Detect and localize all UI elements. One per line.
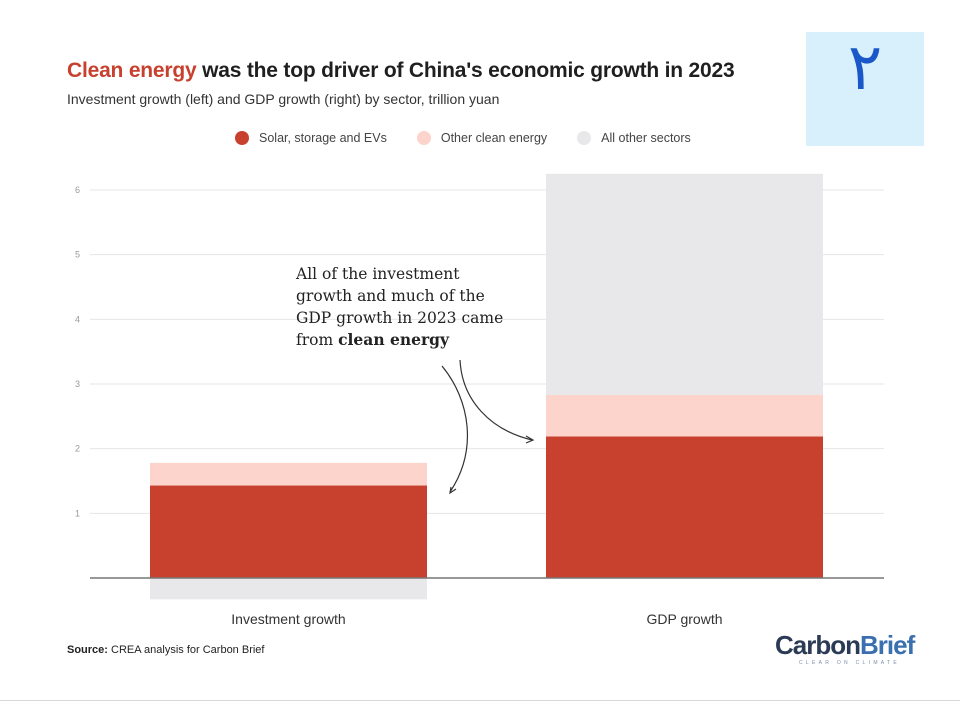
annotation-line-3: GDP growth in 2023 came bbox=[296, 309, 503, 327]
legend-label-other-clean: Other clean energy bbox=[440, 131, 548, 145]
y-tick-label-4: 4 bbox=[75, 314, 80, 324]
annotation-arrow-left bbox=[441, 365, 468, 493]
annotation-line-2: growth and much of the bbox=[296, 287, 485, 305]
x-category-label-1: GDP growth bbox=[647, 611, 723, 627]
title-rest: was the top driver of China's economic g… bbox=[196, 59, 735, 82]
logo-brief: Brief bbox=[860, 630, 915, 660]
chart-subtitle: Investment growth (left) and GDP growth … bbox=[67, 91, 500, 107]
x-category-label-0: Investment growth bbox=[231, 611, 345, 627]
legend-label-solar: Solar, storage and EVs bbox=[259, 131, 387, 145]
legend-item-other-clean: Other clean energy bbox=[416, 131, 548, 145]
annotation: All of the investment growth and much of… bbox=[295, 265, 535, 495]
y-tick-label-5: 5 bbox=[75, 250, 80, 260]
source-text: CREA analysis for Carbon Brief bbox=[107, 644, 265, 656]
annotation-arrow-right bbox=[459, 359, 533, 441]
bar-investment-growth-series-2 bbox=[150, 578, 427, 600]
y-tick-label-2: 2 bbox=[75, 444, 80, 454]
annotation-line-1: All of the investment bbox=[295, 265, 460, 283]
legend-swatch-all-other bbox=[577, 131, 592, 145]
title-highlight: Clean energy bbox=[67, 59, 197, 82]
bar-investment-growth-series-1 bbox=[150, 462, 427, 486]
y-tick-label-1: 1 bbox=[75, 508, 80, 518]
bar-investment-growth-series-0 bbox=[150, 485, 427, 578]
logo-wordmark: CarbonBrief bbox=[775, 630, 915, 660]
logo-tagline: CLEAR ON CLIMATE bbox=[799, 660, 901, 666]
numeral-badge: ٢ bbox=[806, 32, 924, 146]
chart-title: Clean energy was the top driver of China… bbox=[67, 59, 735, 83]
annotation-arrowhead-left bbox=[449, 486, 457, 495]
y-tick-label-6: 6 bbox=[75, 185, 80, 195]
legend-label-all-other: All other sectors bbox=[601, 131, 691, 145]
legend: Solar, storage and EVs Other clean energ… bbox=[235, 131, 721, 145]
badge-numeral: ٢ bbox=[847, 31, 883, 105]
legend-swatch-solar bbox=[235, 131, 249, 145]
bar-gdp-growth-series-1 bbox=[546, 394, 823, 437]
bottom-divider bbox=[0, 700, 960, 701]
annotation-arrowhead-right bbox=[525, 435, 535, 444]
logo-carbon: Carbon bbox=[775, 630, 861, 660]
y-tick-label-3: 3 bbox=[75, 379, 80, 389]
source-note: Source: CREA analysis for Carbon Brief bbox=[67, 644, 264, 656]
annotation-prefix: from bbox=[296, 331, 338, 349]
legend-item-solar: Solar, storage and EVs bbox=[235, 131, 387, 145]
annotation-bold: clean energy bbox=[338, 330, 450, 349]
annotation-line-4: from clean energy bbox=[296, 330, 450, 349]
bar-gdp-growth-series-0 bbox=[546, 436, 823, 578]
legend-swatch-other-clean bbox=[416, 131, 431, 145]
carbon-brief-logo: CarbonBrief CLEAR ON CLIMATE bbox=[775, 630, 915, 666]
source-label: Source: bbox=[67, 644, 108, 656]
legend-item-all-other: All other sectors bbox=[577, 131, 691, 145]
bar-gdp-growth-series-2 bbox=[546, 173, 823, 395]
